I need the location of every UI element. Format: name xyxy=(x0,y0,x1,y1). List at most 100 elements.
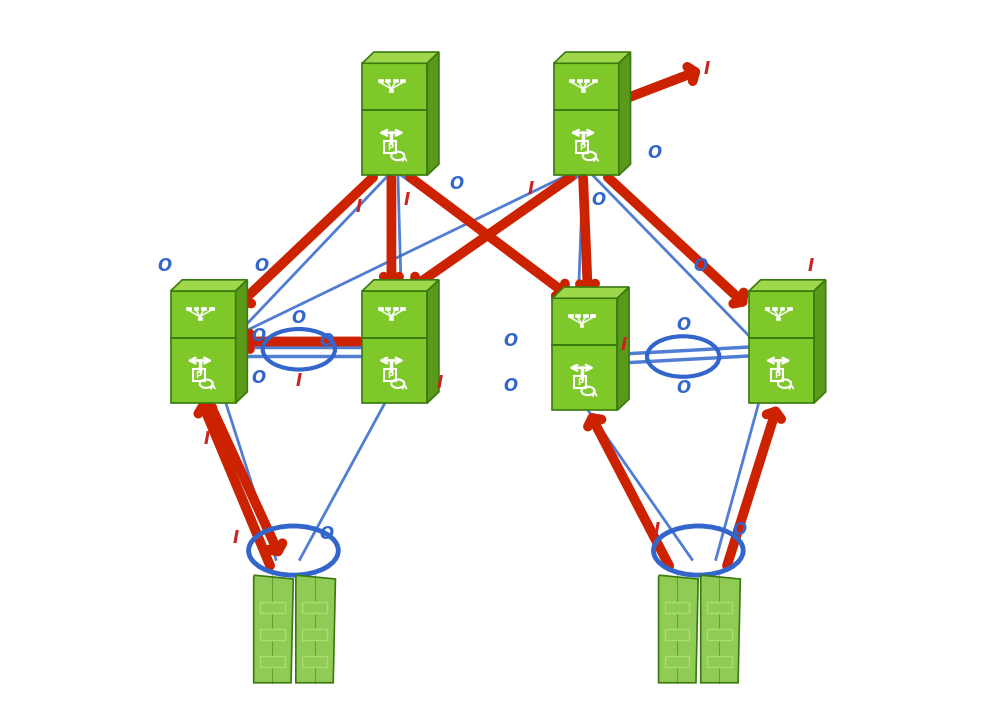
Polygon shape xyxy=(296,576,336,683)
Text: I: I xyxy=(527,180,534,198)
Polygon shape xyxy=(776,317,780,320)
Text: O: O xyxy=(157,257,171,275)
Polygon shape xyxy=(198,317,202,320)
Text: O: O xyxy=(693,257,707,275)
Text: O: O xyxy=(502,332,517,350)
Text: I: I xyxy=(654,521,660,539)
Polygon shape xyxy=(584,79,589,82)
Text: I: I xyxy=(703,60,709,78)
Polygon shape xyxy=(576,79,581,82)
Text: I: I xyxy=(807,257,814,275)
Polygon shape xyxy=(390,317,394,320)
Polygon shape xyxy=(236,280,248,403)
Polygon shape xyxy=(194,307,199,310)
Polygon shape xyxy=(386,79,390,82)
Polygon shape xyxy=(618,52,630,175)
Polygon shape xyxy=(171,338,236,403)
Text: O: O xyxy=(591,191,605,209)
Text: P: P xyxy=(388,371,394,380)
Text: P: P xyxy=(196,371,202,380)
Polygon shape xyxy=(171,280,248,291)
Polygon shape xyxy=(390,89,394,93)
Text: P: P xyxy=(388,143,394,152)
Polygon shape xyxy=(772,307,777,310)
Polygon shape xyxy=(393,307,398,310)
Polygon shape xyxy=(552,346,617,411)
Polygon shape xyxy=(590,314,595,317)
Polygon shape xyxy=(303,656,327,667)
Text: P: P xyxy=(774,371,780,380)
Text: O: O xyxy=(676,316,690,334)
Polygon shape xyxy=(665,602,689,613)
Polygon shape xyxy=(260,629,285,640)
Polygon shape xyxy=(579,324,583,328)
Text: O: O xyxy=(252,369,266,388)
Text: O: O xyxy=(732,521,746,539)
Polygon shape xyxy=(303,629,327,640)
Polygon shape xyxy=(552,287,629,298)
Polygon shape xyxy=(617,287,629,411)
Polygon shape xyxy=(362,291,428,338)
Polygon shape xyxy=(787,307,792,310)
Polygon shape xyxy=(581,89,585,93)
Polygon shape xyxy=(700,576,740,683)
Text: I: I xyxy=(203,430,210,448)
Text: O: O xyxy=(320,525,334,543)
Polygon shape xyxy=(171,291,236,338)
Polygon shape xyxy=(378,79,383,82)
Polygon shape xyxy=(378,307,383,310)
Polygon shape xyxy=(764,307,769,310)
Text: O: O xyxy=(252,327,266,345)
Polygon shape xyxy=(552,298,617,346)
Polygon shape xyxy=(362,52,439,64)
Polygon shape xyxy=(201,307,206,310)
Polygon shape xyxy=(707,602,731,613)
Text: O: O xyxy=(450,175,464,193)
Polygon shape xyxy=(260,656,285,667)
Text: I: I xyxy=(233,529,239,547)
Text: P: P xyxy=(577,378,583,387)
Polygon shape xyxy=(393,79,398,82)
Polygon shape xyxy=(749,280,826,291)
Polygon shape xyxy=(260,602,285,613)
Text: O: O xyxy=(502,377,517,395)
Polygon shape xyxy=(749,338,814,403)
Polygon shape xyxy=(186,307,191,310)
Polygon shape xyxy=(209,307,214,310)
Polygon shape xyxy=(362,280,439,291)
Polygon shape xyxy=(591,79,596,82)
Polygon shape xyxy=(362,111,428,175)
Polygon shape xyxy=(814,280,826,403)
Polygon shape xyxy=(553,111,618,175)
Text: O: O xyxy=(292,309,306,327)
Polygon shape xyxy=(575,314,580,317)
Polygon shape xyxy=(707,656,731,667)
Polygon shape xyxy=(386,307,390,310)
Polygon shape xyxy=(254,576,294,683)
Text: O: O xyxy=(676,379,690,397)
Text: I: I xyxy=(356,197,362,215)
Text: O: O xyxy=(647,144,661,162)
Text: O: O xyxy=(320,333,334,351)
Text: I: I xyxy=(620,336,627,354)
Polygon shape xyxy=(428,280,439,403)
Text: P: P xyxy=(578,143,584,152)
Text: I: I xyxy=(404,191,410,209)
Polygon shape xyxy=(665,656,689,667)
Polygon shape xyxy=(401,307,406,310)
Polygon shape xyxy=(401,79,406,82)
Polygon shape xyxy=(569,79,574,82)
Polygon shape xyxy=(362,64,428,111)
Polygon shape xyxy=(428,52,439,175)
Text: I: I xyxy=(296,372,302,390)
Polygon shape xyxy=(362,338,428,403)
Polygon shape xyxy=(749,291,814,338)
Polygon shape xyxy=(553,52,630,64)
Polygon shape xyxy=(665,629,689,640)
Text: I: I xyxy=(438,374,444,392)
Polygon shape xyxy=(553,64,618,111)
Text: O: O xyxy=(255,257,269,275)
Polygon shape xyxy=(707,629,731,640)
Polygon shape xyxy=(582,314,587,317)
Polygon shape xyxy=(658,576,698,683)
